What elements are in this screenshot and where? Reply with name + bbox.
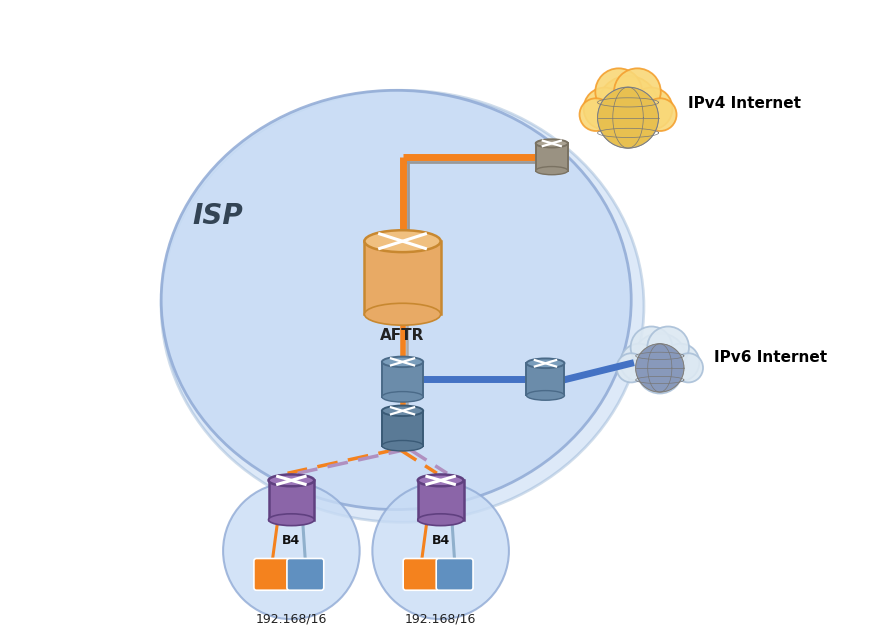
FancyBboxPatch shape <box>254 558 291 590</box>
Text: AFTR: AFTR <box>380 328 425 343</box>
Circle shape <box>584 87 626 130</box>
Circle shape <box>614 68 661 115</box>
Circle shape <box>630 327 672 368</box>
Ellipse shape <box>382 406 423 416</box>
Text: IPv6 Internet: IPv6 Internet <box>713 350 827 364</box>
Ellipse shape <box>161 91 631 510</box>
FancyBboxPatch shape <box>403 558 440 590</box>
Ellipse shape <box>536 167 568 175</box>
Bar <box>268 480 314 520</box>
Ellipse shape <box>382 357 423 367</box>
Ellipse shape <box>365 230 441 252</box>
Ellipse shape <box>224 482 359 619</box>
Circle shape <box>597 87 659 148</box>
Circle shape <box>647 327 689 368</box>
Ellipse shape <box>382 440 423 451</box>
Ellipse shape <box>365 303 441 325</box>
Circle shape <box>636 344 684 392</box>
Circle shape <box>617 353 645 382</box>
Circle shape <box>644 98 677 131</box>
Circle shape <box>620 344 658 381</box>
Ellipse shape <box>527 390 564 400</box>
Ellipse shape <box>268 475 314 486</box>
Circle shape <box>674 353 703 382</box>
FancyBboxPatch shape <box>436 558 473 590</box>
Bar <box>365 241 441 315</box>
Ellipse shape <box>417 475 463 486</box>
Ellipse shape <box>417 514 463 526</box>
FancyBboxPatch shape <box>287 558 324 590</box>
Bar <box>536 144 568 170</box>
Circle shape <box>603 93 654 144</box>
Bar <box>527 363 564 396</box>
Bar <box>382 362 423 397</box>
Ellipse shape <box>161 91 644 523</box>
Circle shape <box>579 98 612 131</box>
Text: ISP: ISP <box>193 202 244 230</box>
Circle shape <box>633 333 687 387</box>
Ellipse shape <box>268 514 314 526</box>
Circle shape <box>662 344 699 381</box>
Text: B4: B4 <box>432 534 450 547</box>
Bar <box>382 411 423 446</box>
Text: IPv4 Internet: IPv4 Internet <box>688 96 801 110</box>
Circle shape <box>598 76 658 137</box>
Ellipse shape <box>382 392 423 402</box>
Circle shape <box>630 87 672 130</box>
Ellipse shape <box>536 139 568 147</box>
Text: 192.168/16: 192.168/16 <box>256 612 327 626</box>
Ellipse shape <box>527 359 564 368</box>
Ellipse shape <box>373 482 509 619</box>
Text: B4: B4 <box>283 534 300 547</box>
Text: 192.168/16: 192.168/16 <box>405 612 477 626</box>
Circle shape <box>637 349 682 394</box>
Circle shape <box>595 68 642 115</box>
Bar <box>417 480 463 520</box>
